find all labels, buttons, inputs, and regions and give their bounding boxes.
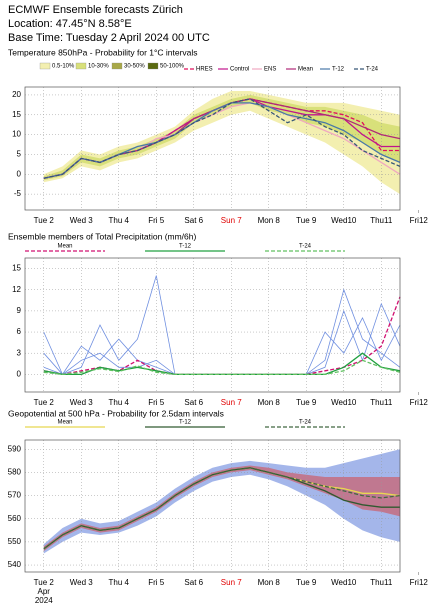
probability-band [43, 465, 400, 552]
y-tick-label: 9 [17, 306, 22, 315]
x-tick-label: Thu 4 [109, 578, 130, 587]
y-tick-label: 560 [8, 514, 22, 523]
x-tick-label: Tue 2 [34, 578, 55, 587]
legend-label: ENS [264, 67, 276, 73]
legend-swatch [75, 62, 87, 70]
x-tick-label: Sun 7 [221, 578, 242, 587]
x-tick-label: Wed 3 [70, 216, 94, 225]
x-tick-label: Fri 5 [148, 216, 165, 225]
y-tick-label: 20 [12, 90, 21, 99]
header-base-time: Base Time: Tuesday 2 April 2024 00 UTC [8, 32, 210, 44]
y-tick-label: 15 [12, 264, 21, 273]
x-tick-label: Tue 9 [296, 216, 317, 225]
series-line [43, 98, 401, 179]
x-tick-label: Sat 6 [184, 578, 203, 587]
x-tick-label: Wed10 [331, 216, 357, 225]
y-tick-label: 570 [8, 491, 22, 500]
legend-label: T-12 [179, 420, 192, 426]
series-line [43, 467, 401, 550]
x-tick-label: Mon 8 [258, 216, 281, 225]
month-label: Apr [38, 587, 51, 596]
y-tick-label: -5 [14, 189, 22, 198]
y-tick-label: 3 [17, 348, 22, 357]
x-tick-label: Fri12 [410, 578, 429, 587]
chart-title: Ensemble members of Total Precipitation … [8, 231, 197, 241]
x-tick-label: Fri12 [410, 398, 429, 407]
legend-swatch [39, 62, 51, 70]
x-tick-label: Tue 2 [34, 398, 55, 407]
x-tick-label: Thu11 [370, 398, 393, 407]
legend-label: Control [230, 67, 249, 73]
legend-label: Mean [57, 420, 72, 426]
legend-swatch [147, 62, 159, 70]
series-line [43, 296, 401, 376]
x-tick-label: Thu 4 [109, 398, 130, 407]
y-tick-label: 550 [8, 537, 22, 546]
year-label: 2024 [35, 596, 53, 605]
plot-frame [24, 439, 401, 573]
y-tick-label: 540 [8, 560, 22, 569]
y-tick-label: 6 [17, 327, 22, 336]
plot-frame [24, 257, 401, 393]
legend-label: T-12 [179, 244, 192, 250]
legend-label: HRES [196, 67, 213, 73]
member-line [43, 302, 401, 375]
x-tick-label: Sat 6 [184, 398, 203, 407]
x-tick-label: Sun 7 [221, 398, 242, 407]
y-tick-label: 0 [17, 169, 22, 178]
legend-label: T-12 [332, 67, 345, 73]
y-tick-label: 5 [17, 150, 22, 159]
x-tick-label: Wed 3 [70, 398, 94, 407]
chart-title: Temperature 850hPa - Probability for 1°C… [8, 47, 198, 57]
legend-label: Mean [57, 244, 72, 250]
x-tick-label: Fri12 [410, 216, 429, 225]
header-title: ECMWF Ensemble forecasts Zürich [8, 4, 183, 16]
x-tick-label: Sun 7 [221, 216, 242, 225]
y-tick-label: 0 [17, 369, 22, 378]
y-tick-label: 590 [8, 444, 22, 453]
legend-label: 0.5-10% [52, 64, 75, 70]
x-tick-label: Thu 4 [109, 216, 130, 225]
y-tick-label: 15 [12, 110, 21, 119]
series-line [43, 359, 401, 376]
legend-swatch [111, 62, 123, 70]
x-tick-label: Wed 3 [70, 578, 94, 587]
legend-label: 50-100% [160, 64, 185, 70]
plot-frame [24, 86, 401, 211]
legend-label: 30-50% [124, 64, 145, 70]
y-tick-label: 12 [12, 285, 21, 294]
legend-label: Mean [298, 67, 313, 73]
probability-band [43, 94, 400, 181]
x-tick-label: Fri 5 [148, 578, 165, 587]
legend-label: 10-30% [88, 64, 109, 70]
legend-label: T-24 [299, 244, 312, 250]
x-tick-label: Sat 6 [184, 216, 203, 225]
x-tick-label: Thu11 [370, 578, 393, 587]
series-line [43, 352, 401, 376]
chart-title: Geopotential at 500 hPa - Probability fo… [8, 408, 224, 418]
x-tick-label: Tue 9 [296, 578, 317, 587]
member-line [43, 275, 401, 375]
x-tick-label: Tue 2 [34, 216, 55, 225]
x-tick-label: Wed10 [331, 398, 357, 407]
legend-label: T-24 [299, 420, 312, 426]
x-tick-label: Mon 8 [258, 398, 281, 407]
x-tick-label: Mon 8 [258, 578, 281, 587]
x-tick-label: Tue 9 [296, 398, 317, 407]
x-tick-label: Thu11 [370, 216, 393, 225]
legend-label: T-24 [366, 67, 379, 73]
header-location: Location: 47.45°N 8.58°E [8, 18, 132, 30]
x-tick-label: Fri 5 [148, 398, 165, 407]
y-tick-label: 580 [8, 468, 22, 477]
y-tick-label: 10 [12, 130, 21, 139]
x-tick-label: Wed10 [331, 578, 357, 587]
